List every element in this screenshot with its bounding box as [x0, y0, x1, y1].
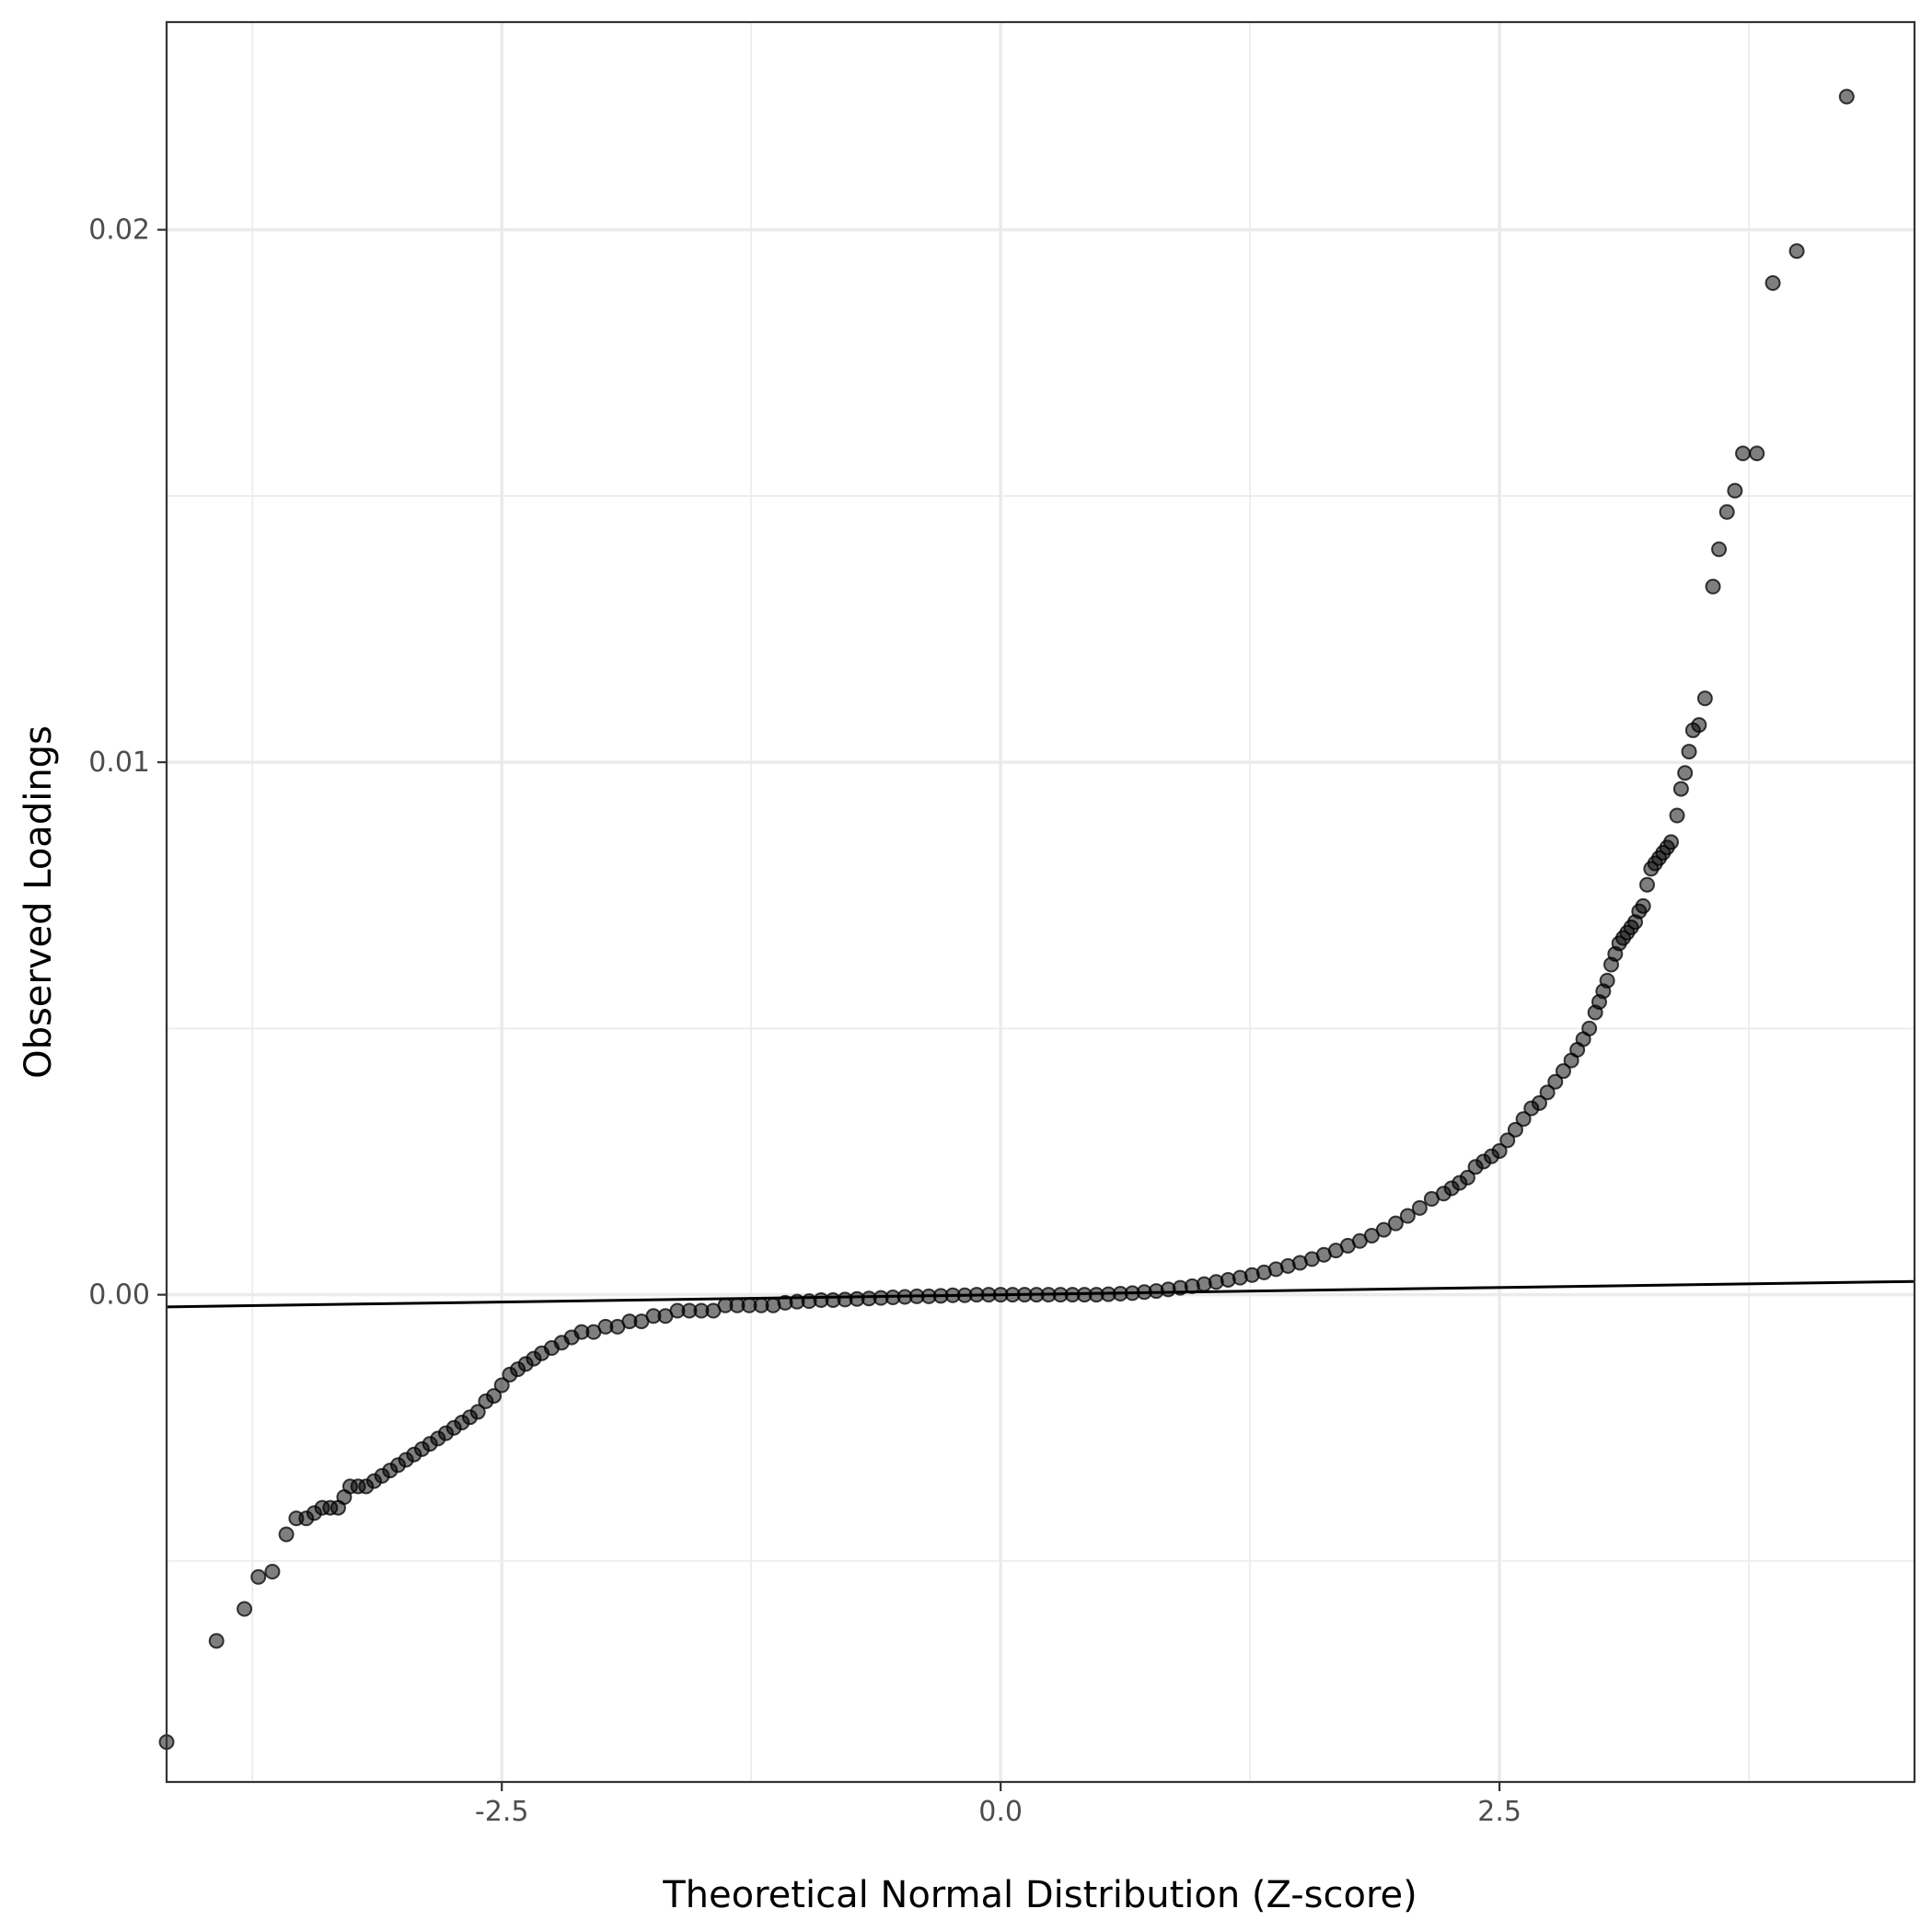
data-point	[250, 1568, 267, 1585]
data-points	[158, 88, 1855, 1751]
data-point	[1764, 274, 1781, 291]
y-tick-label: 0.01	[88, 746, 150, 779]
panel-border	[165, 20, 1916, 1784]
data-point	[1491, 1142, 1508, 1159]
data-point	[237, 1601, 253, 1617]
data-point	[486, 1388, 503, 1405]
data-point	[1838, 88, 1855, 105]
data-point	[1677, 765, 1694, 781]
data-point	[1681, 744, 1697, 760]
data-point	[469, 1404, 486, 1420]
minor-gridlines	[167, 22, 1915, 1782]
data-point	[1669, 807, 1685, 824]
data-point	[1399, 1208, 1416, 1224]
data-point	[1711, 541, 1728, 558]
data-point	[1663, 834, 1680, 850]
data-point	[1691, 717, 1707, 734]
y-axis-title: Observed Loadings	[17, 725, 60, 1079]
data-point	[1547, 1073, 1564, 1090]
y-tick-label: 0.00	[88, 1279, 150, 1312]
data-point	[1581, 1020, 1598, 1036]
data-point	[1387, 1215, 1404, 1232]
data-point	[1635, 897, 1651, 914]
data-point	[1515, 1111, 1532, 1128]
data-point	[1718, 503, 1735, 520]
data-point	[1539, 1084, 1556, 1101]
x-axis-ticks: -2.5 0.0 2.5	[475, 1782, 1521, 1828]
data-point	[1696, 690, 1713, 707]
data-point	[1639, 876, 1656, 893]
y-tick-label: 0.02	[88, 214, 150, 247]
data-point	[1459, 1169, 1475, 1186]
x-tick-label: -2.5	[475, 1796, 529, 1828]
data-point	[1599, 972, 1615, 989]
major-gridlines	[167, 22, 1915, 1782]
data-point	[1411, 1199, 1428, 1216]
data-point	[278, 1526, 295, 1543]
data-point	[1749, 445, 1765, 462]
data-point	[264, 1563, 281, 1579]
x-axis-title: Theoretical Normal Distribution (Z-score…	[662, 1874, 1417, 1916]
data-point	[1555, 1063, 1571, 1080]
data-point	[1531, 1094, 1547, 1111]
x-tick-label: 0.0	[978, 1796, 1023, 1828]
data-point	[1375, 1221, 1392, 1238]
x-tick-label: 2.5	[1477, 1796, 1521, 1828]
data-point	[1788, 243, 1805, 260]
data-point	[208, 1633, 225, 1649]
data-point	[1735, 445, 1752, 462]
data-point	[1499, 1132, 1516, 1149]
data-point	[1705, 578, 1721, 595]
data-point	[1507, 1121, 1523, 1138]
y-axis-ticks: 0.00 0.01 0.02	[88, 214, 167, 1312]
data-point	[1727, 482, 1743, 499]
data-point	[1672, 781, 1689, 797]
data-point	[493, 1377, 510, 1394]
